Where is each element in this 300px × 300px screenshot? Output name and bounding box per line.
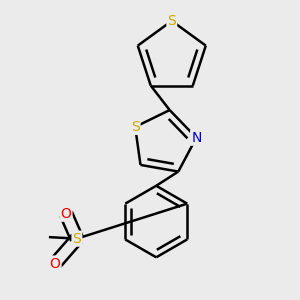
Text: S: S [167,14,176,28]
Text: S: S [73,232,81,246]
Text: N: N [191,131,202,145]
Text: S: S [131,120,140,134]
Text: O: O [61,207,71,221]
Text: O: O [50,256,61,271]
